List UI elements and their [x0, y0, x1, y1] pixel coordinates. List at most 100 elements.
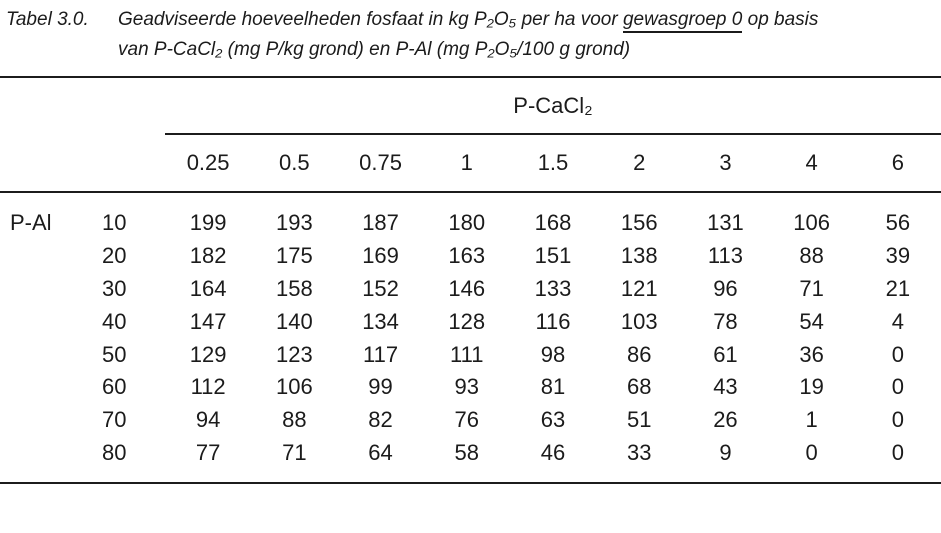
table-row: 70 94 88 82 76 63 51 26 1 0	[0, 404, 941, 437]
table-cell: 39	[885, 243, 911, 269]
table-cell: 64	[368, 439, 393, 465]
table-cell: 163	[448, 243, 486, 269]
table-cell: 187	[362, 210, 399, 236]
caption-underlined-term: gewasgroep 0	[622, 9, 743, 33]
table-cell: 156	[620, 210, 658, 236]
column-header: 6	[891, 150, 904, 175]
table-cell: 158	[275, 275, 313, 301]
table-cell: 96	[713, 275, 738, 301]
table-cell: 116	[535, 308, 571, 334]
table-cell: 175	[275, 243, 313, 269]
column-group-header: P-CaCl₂	[165, 78, 941, 135]
row-header: 70	[102, 407, 127, 433]
table-cell: 147	[189, 308, 227, 334]
table-cell: 71	[799, 275, 824, 301]
table-cell: 106	[793, 210, 831, 236]
table-row: P-Al 10 199 193 187 180 168 156 131 106 …	[0, 207, 941, 240]
table-cell: 4	[891, 308, 904, 334]
table-row: 40 147 140 134 128 116 103 78 54 4	[0, 305, 941, 338]
table-cell: 0	[805, 439, 818, 465]
table-cell: 36	[799, 341, 824, 367]
column-header: 0.5	[279, 150, 310, 175]
table-cell: 58	[454, 439, 479, 465]
table-cell: 43	[713, 374, 738, 400]
table-row: 20 182 175 169 163 151 138 113 88 39	[0, 240, 941, 273]
table-cell: 111	[450, 341, 484, 367]
table-cell: 99	[368, 374, 393, 400]
column-header: 3	[719, 150, 732, 175]
table-cell: 63	[540, 407, 566, 433]
table-cell: 54	[799, 308, 824, 334]
column-header: 1.5	[537, 150, 569, 175]
table-cell: 112	[190, 374, 226, 400]
column-header: 4	[805, 150, 818, 175]
caption-text: Geadviseerde hoeveelheden fosfaat in kg …	[118, 5, 818, 65]
table-cell: 21	[885, 275, 911, 301]
table-cell: 82	[368, 407, 393, 433]
table-cell: 61	[713, 341, 738, 367]
table-row: 50 129 123 117 111 98 86 61 36 0	[0, 338, 941, 371]
caption-line-1: Geadviseerde hoeveelheden fosfaat in kg …	[118, 5, 818, 35]
table-caption: Tabel 3.0. Geadviseerde hoeveelheden fos…	[6, 5, 818, 65]
row-header: 60	[102, 374, 127, 400]
table-cell: 81	[540, 374, 566, 400]
table-cell: 26	[713, 407, 738, 433]
table-cell: 193	[275, 210, 313, 236]
table-cell: 121	[620, 275, 658, 301]
table-cell: 128	[448, 308, 486, 334]
table-cell: 98	[540, 341, 566, 367]
table-cell: 182	[189, 243, 227, 269]
table-cell: 113	[707, 243, 743, 269]
table-cell: 1	[805, 407, 818, 433]
row-header: 10	[102, 210, 127, 236]
table-cell: 0	[891, 341, 904, 367]
table-cell: 0	[891, 374, 904, 400]
table-row: 80 77 71 64 58 46 33 9 0 0	[0, 437, 941, 470]
table-cell: 0	[891, 439, 904, 465]
row-header: 50	[102, 341, 127, 367]
row-group-header: P-Al	[10, 210, 52, 236]
table-cell: 129	[189, 341, 227, 367]
table-cell: 152	[362, 275, 399, 301]
table-cell: 9	[719, 439, 732, 465]
table-cell: 131	[707, 210, 744, 236]
table-cell: 199	[189, 210, 227, 236]
caption-line1-post: op basis	[742, 9, 819, 30]
table-cell: 103	[620, 308, 658, 334]
table-cell: 134	[362, 308, 399, 334]
column-header: 2	[633, 150, 646, 175]
table-cell: 33	[626, 439, 652, 465]
row-header: 40	[102, 308, 127, 334]
column-header: 1	[460, 150, 473, 175]
table-cell: 106	[275, 374, 313, 400]
table-cell: 117	[363, 341, 399, 367]
table-cell: 76	[454, 407, 479, 433]
table-cell: 86	[626, 341, 652, 367]
row-header: 20	[102, 243, 127, 269]
table-group-header-row: P-CaCl₂	[0, 78, 941, 135]
column-header: 0.25	[186, 150, 230, 175]
table-row: 60 112 106 99 93 81 68 43 19 0	[0, 371, 941, 404]
table-cell: 68	[626, 374, 652, 400]
table-cell: 94	[195, 407, 221, 433]
table-cell: 56	[885, 210, 911, 236]
data-table: P-CaCl₂ 0.25 0.5 0.75 1 1.5 2 3 4 6 P-Al…	[0, 76, 941, 485]
table-cell: 123	[275, 341, 313, 367]
caption-line-2: van P-CaCl₂ (mg P/kg grond) en P-Al (mg …	[118, 39, 631, 60]
table-cell: 46	[540, 439, 566, 465]
table-cell: 88	[282, 407, 307, 433]
table-cell: 93	[454, 374, 479, 400]
table-cell: 164	[189, 275, 227, 301]
table-cell: 51	[626, 407, 652, 433]
table-cell: 133	[534, 275, 572, 301]
table-cell: 140	[275, 308, 313, 334]
row-header: 80	[102, 439, 127, 465]
row-header: 30	[102, 275, 127, 301]
table-cell: 169	[362, 243, 399, 269]
table-cell: 146	[448, 275, 486, 301]
table-cell: 77	[195, 439, 221, 465]
table-cell: 138	[620, 243, 658, 269]
table-cell: 0	[891, 407, 904, 433]
table-row: 30 164 158 152 146 133 121 96 71 21	[0, 273, 941, 306]
